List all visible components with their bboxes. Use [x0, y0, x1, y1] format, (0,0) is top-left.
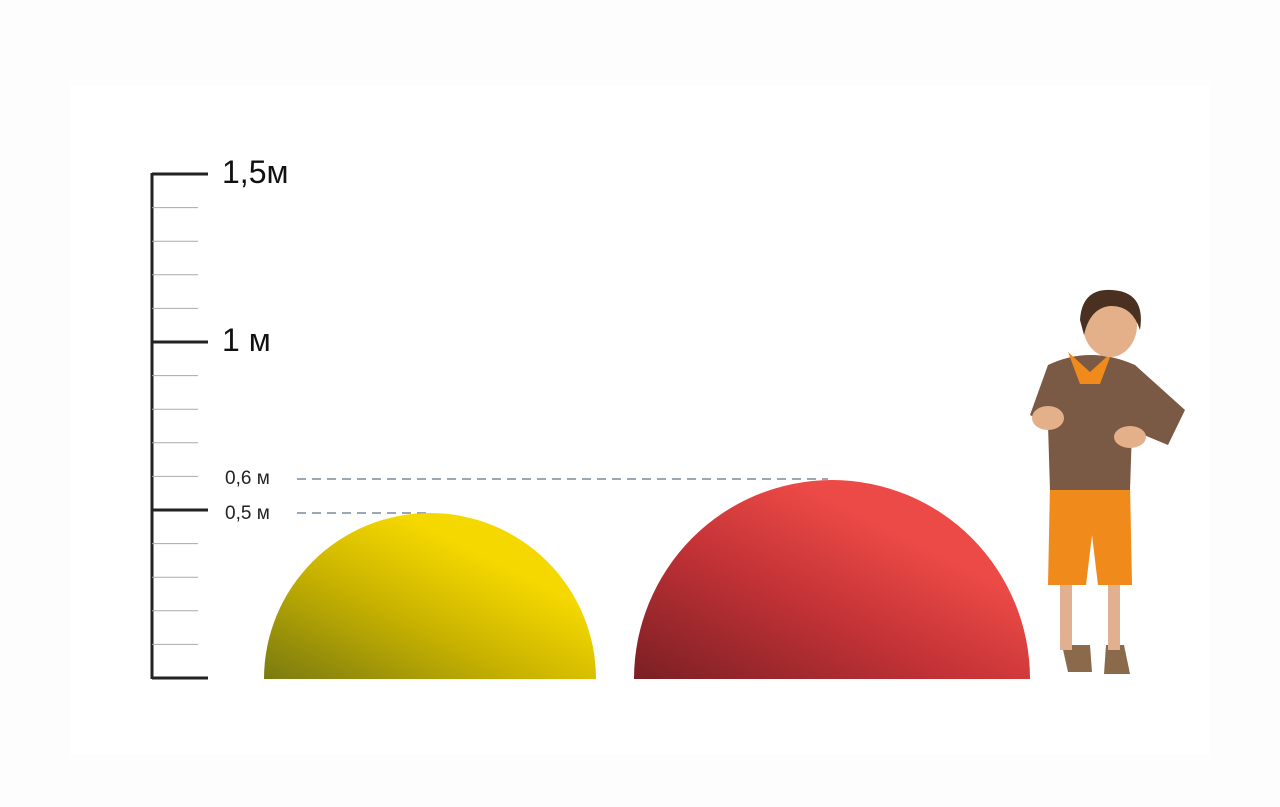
height-scale — [150, 172, 208, 680]
child-figure — [1030, 289, 1185, 674]
label-0-6m: 0,6 м — [225, 468, 270, 489]
yellow-half-sphere — [264, 513, 596, 679]
label-1m: 1 м — [222, 322, 271, 358]
red-half-sphere — [634, 480, 1030, 679]
label-1-5m: 1,5м — [222, 154, 288, 190]
label-0-5m: 0,5 м — [225, 503, 270, 524]
